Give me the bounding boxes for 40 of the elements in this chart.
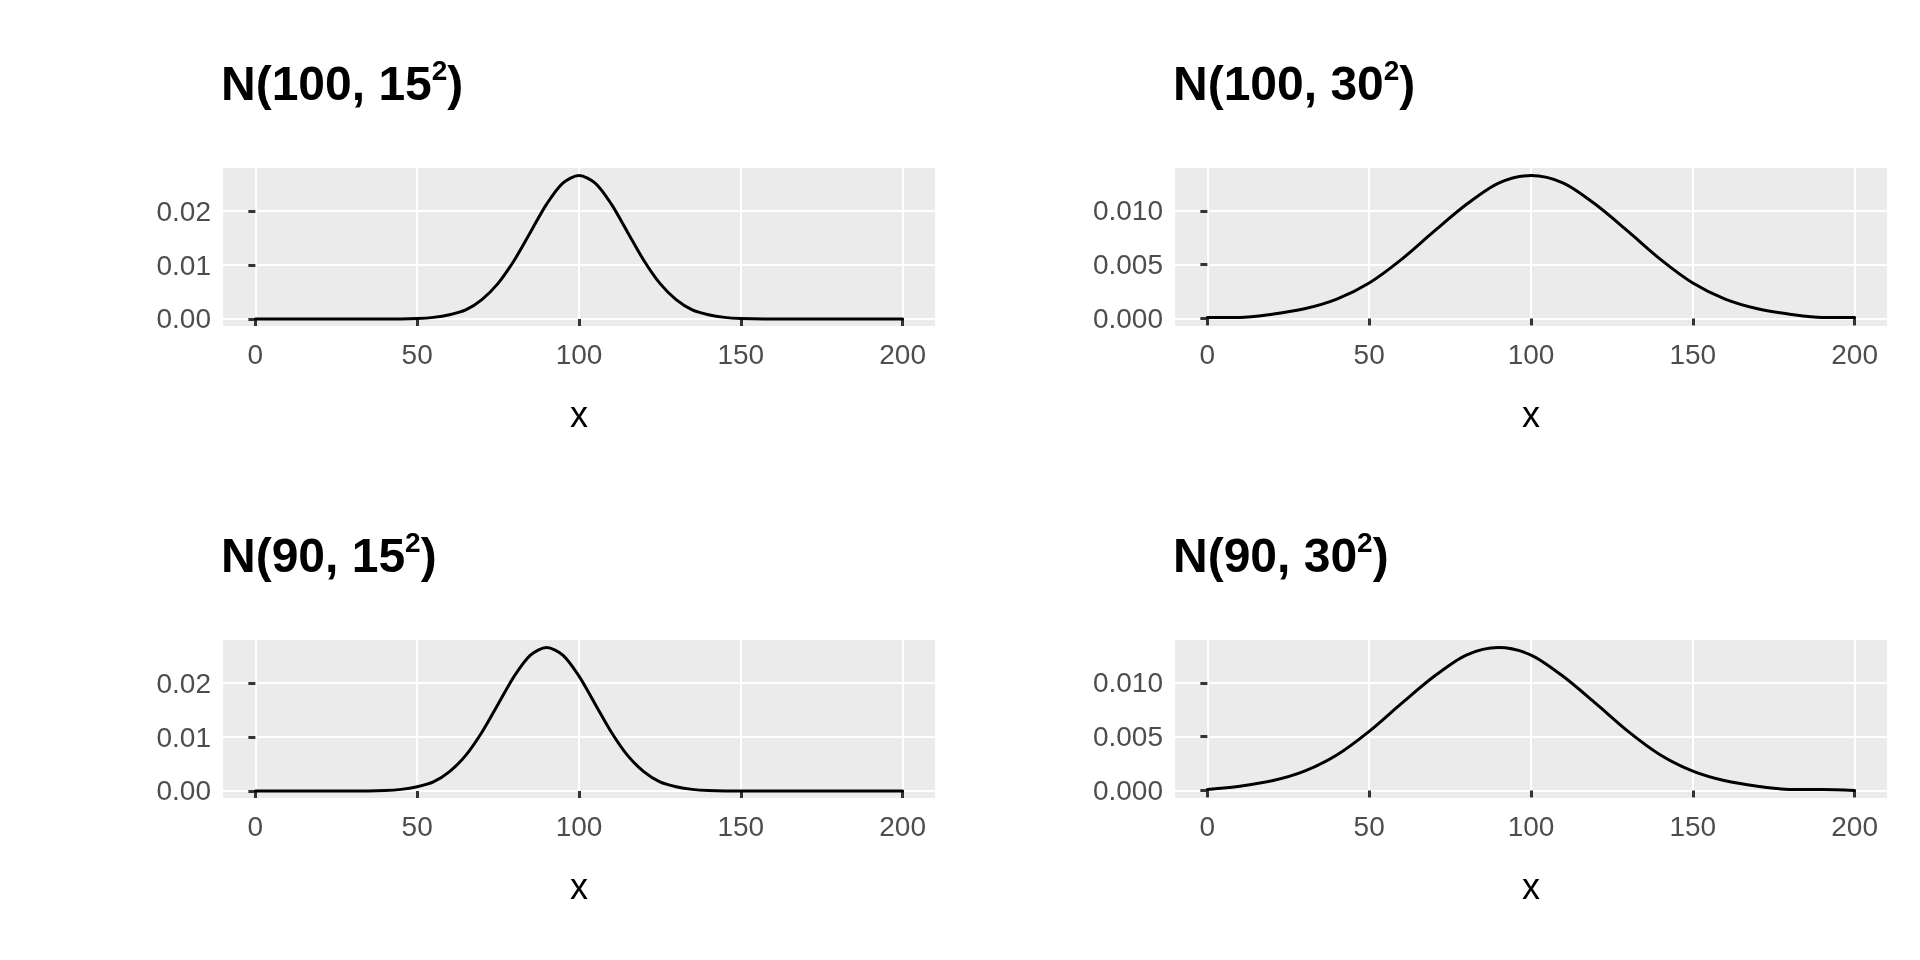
x-tick-label: 50 (401, 810, 433, 842)
x-tick-label: 100 (555, 338, 603, 370)
y-tick-label: 0.00 (156, 303, 211, 335)
x-tick-label: 150 (717, 810, 765, 842)
y-tick-label: 0.01 (156, 721, 211, 753)
x-tick-label: 200 (879, 338, 926, 370)
y-tick-label: 0.010 (1092, 195, 1163, 227)
x-tick-label: 100 (1507, 810, 1555, 842)
x-axis-title: x (570, 865, 588, 907)
y-tick-label: 0.00 (156, 775, 211, 807)
y-tick-label: 0.01 (156, 249, 211, 281)
x-tick-label: 200 (1831, 338, 1878, 370)
y-tick-label: 0.000 (1092, 302, 1163, 334)
x-tick-label: 0 (1199, 338, 1216, 370)
line-series (1205, 174, 1857, 319)
x-tick-label: 200 (1831, 810, 1878, 842)
x-tick-label: 150 (1669, 810, 1717, 842)
x-tick-label: 200 (879, 810, 926, 842)
x-tick-label: 50 (1353, 338, 1385, 370)
x-tick-label: 0 (247, 338, 264, 370)
x-tick-label: 50 (401, 338, 433, 370)
x-tick-label: 150 (717, 338, 765, 370)
y-tick-label: 0.02 (156, 195, 211, 227)
x-axis-title: x (1522, 393, 1540, 435)
x-axis-title: x (570, 393, 588, 435)
line-series (253, 174, 905, 321)
y-tick-label: 0.02 (156, 667, 211, 699)
x-tick-label: 0 (247, 810, 264, 842)
y-tick-label: 0.005 (1092, 721, 1163, 753)
x-tick-label: 100 (555, 810, 603, 842)
line-series (1205, 646, 1857, 792)
line-series (253, 646, 905, 793)
x-axis-title: x (1522, 865, 1540, 907)
y-tick-label: 0.010 (1092, 667, 1163, 699)
y-tick-label: 0.000 (1092, 774, 1163, 806)
y-tick-label: 0.005 (1092, 249, 1163, 281)
x-tick-label: 50 (1353, 810, 1385, 842)
x-tick-label: 150 (1669, 338, 1717, 370)
x-tick-label: 0 (1199, 810, 1216, 842)
x-tick-label: 100 (1507, 338, 1555, 370)
